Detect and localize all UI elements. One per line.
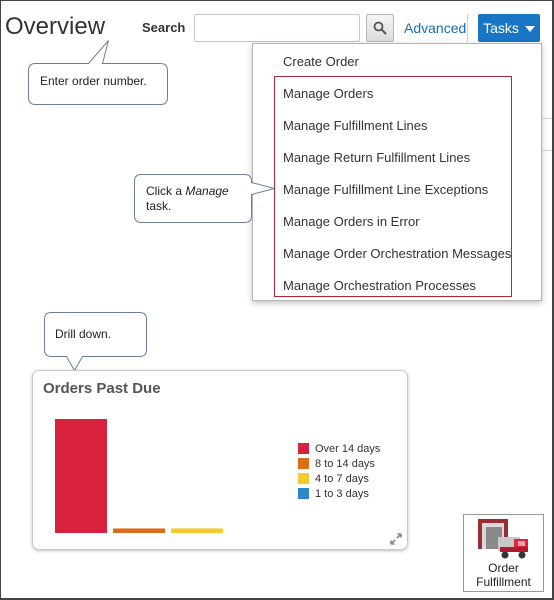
callout-drill-text: Drill down. [55,327,112,341]
menu-item-manage-fulfillment-line-exceptions[interactable]: Manage Fulfillment Line Exceptions [283,182,489,197]
tasks-menu: Create Order Manage Orders Manage Fulfil… [252,43,542,301]
legend-label: 4 to 7 days [315,472,369,485]
truck-icon [478,519,528,559]
advanced-search-link[interactable]: Advanced [404,20,467,36]
orders-past-due-card[interactable]: Orders Past Due Over 14 days 8 to 14 days… [32,370,408,550]
legend-swatch [298,443,309,454]
background-divider [542,118,552,119]
legend-swatch [298,488,309,499]
page-title: Overview [5,13,106,40]
bar-8-to-14-days[interactable] [113,528,165,533]
legend-swatch [298,473,309,484]
search-icon [373,21,387,35]
callout-manage-suffix: task. [146,199,172,213]
callout-search-pointer [28,40,168,105]
order-fulfillment-tile[interactable]: Order Fulfillment [463,514,544,592]
tile-label: Order Fulfillment [464,561,543,589]
chevron-down-icon [524,26,535,32]
expand-icon[interactable] [389,532,403,546]
menu-item-manage-orders[interactable]: Manage Orders [283,86,374,101]
callout-search-text: Enter order number. [40,74,147,88]
legend-label: 8 to 14 days [315,457,375,470]
background-divider [542,150,552,151]
menu-item-manage-orchestration-processes[interactable]: Manage Orchestration Processes [283,278,476,293]
menu-item-manage-orders-in-error[interactable]: Manage Orders in Error [283,214,420,229]
tasks-button[interactable]: Tasks [478,14,540,42]
callout-manage-text: Click a Manage task. [146,184,246,214]
callout-drill-pointer [44,312,147,372]
legend-swatch [298,458,309,469]
chart-legend: Over 14 days 8 to 14 days 4 to 7 days 1 to … [298,441,380,501]
legend-item: 1 to 3 days [298,486,380,501]
tile-label-line1: Order [488,561,519,575]
chart-title: Orders Past Due [43,380,161,397]
legend-label: 1 to 3 days [315,487,369,500]
legend-item: Over 14 days [298,441,380,456]
search-label: Search [142,20,186,35]
menu-item-manage-order-orchestration-messages[interactable]: Manage Order Orchestration Messages [283,246,512,261]
tasks-button-label: Tasks [483,20,519,36]
menu-item-create-order[interactable]: Create Order [283,54,359,69]
legend-item: 8 to 14 days [298,456,380,471]
callout-manage-prefix: Click a [146,184,186,198]
menu-item-manage-fulfillment-lines[interactable]: Manage Fulfillment Lines [283,118,428,133]
orders-past-due-chart[interactable] [33,371,293,547]
callout-manage-emphasis: Manage [185,184,229,198]
callout-manage-pointer [134,174,277,223]
legend-item: 4 to 7 days [298,471,380,486]
search-button[interactable] [366,14,394,42]
search-input[interactable] [194,14,360,42]
bar-over-14-days[interactable] [55,419,107,533]
bar-4-to-7-days[interactable] [171,528,223,533]
menu-item-manage-return-fulfillment-lines[interactable]: Manage Return Fulfillment Lines [283,150,471,165]
header-divider [467,14,468,42]
tile-label-line2: Fulfillment [476,575,531,589]
legend-label: Over 14 days [315,442,381,455]
